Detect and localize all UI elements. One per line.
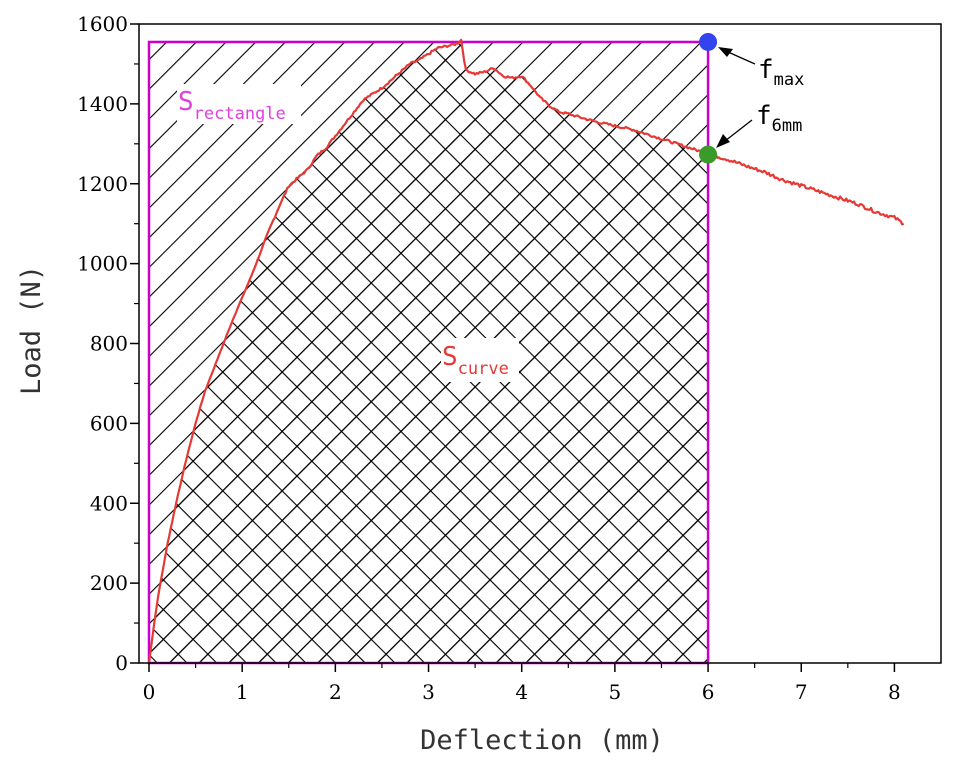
y-tick-label: 1400 <box>77 92 128 116</box>
x-axis-ticks: 0 1 2 3 4 5 6 7 8 <box>143 663 901 704</box>
svg-text:f6mm: f6mm <box>756 101 802 136</box>
curve-crosshatch-area <box>149 40 709 663</box>
y-axis-title: Load (N) <box>16 265 47 395</box>
x-tick-label: 8 <box>888 680 901 704</box>
f-max-point <box>699 32 718 51</box>
y-tick-label: 1600 <box>77 12 128 36</box>
x-tick-label: 1 <box>236 680 249 704</box>
svg-text:fmax: fmax <box>758 55 804 90</box>
x-tick-label: 5 <box>609 680 622 704</box>
x-tick-label: 7 <box>795 680 808 704</box>
s-rectangle-label: Srectangle <box>177 84 301 124</box>
x-tick-label: 6 <box>702 680 715 704</box>
f-max-label: fmax <box>758 55 804 90</box>
svg-text:Scurve: Scurve <box>442 342 509 379</box>
y-tick-label: 400 <box>90 491 128 515</box>
s-curve-label: Scurve <box>441 338 519 382</box>
y-tick-label: 0 <box>115 651 128 675</box>
y-axis-ticks: 0 200 400 600 800 1000 1200 1400 1600 <box>77 12 139 675</box>
y-tick-label: 1200 <box>77 172 128 196</box>
x-tick-label: 3 <box>422 680 435 704</box>
x-axis-title: Deflection (mm) <box>420 725 664 756</box>
x-tick-label: 0 <box>143 680 156 704</box>
y-tick-label: 1000 <box>77 252 128 276</box>
y-tick-label: 800 <box>90 332 128 356</box>
f-max-arrow <box>718 47 756 65</box>
x-tick-label: 2 <box>329 680 342 704</box>
f-6mm-point <box>699 145 718 164</box>
svg-text:Srectangle: Srectangle <box>178 87 286 124</box>
f-6mm-arrow <box>716 119 753 148</box>
y-tick-label: 600 <box>90 411 128 435</box>
x-tick-label: 4 <box>515 680 528 704</box>
y-tick-label: 200 <box>90 571 128 595</box>
load-deflection-curve <box>147 38 905 663</box>
f-6mm-label: f6mm <box>756 101 802 136</box>
